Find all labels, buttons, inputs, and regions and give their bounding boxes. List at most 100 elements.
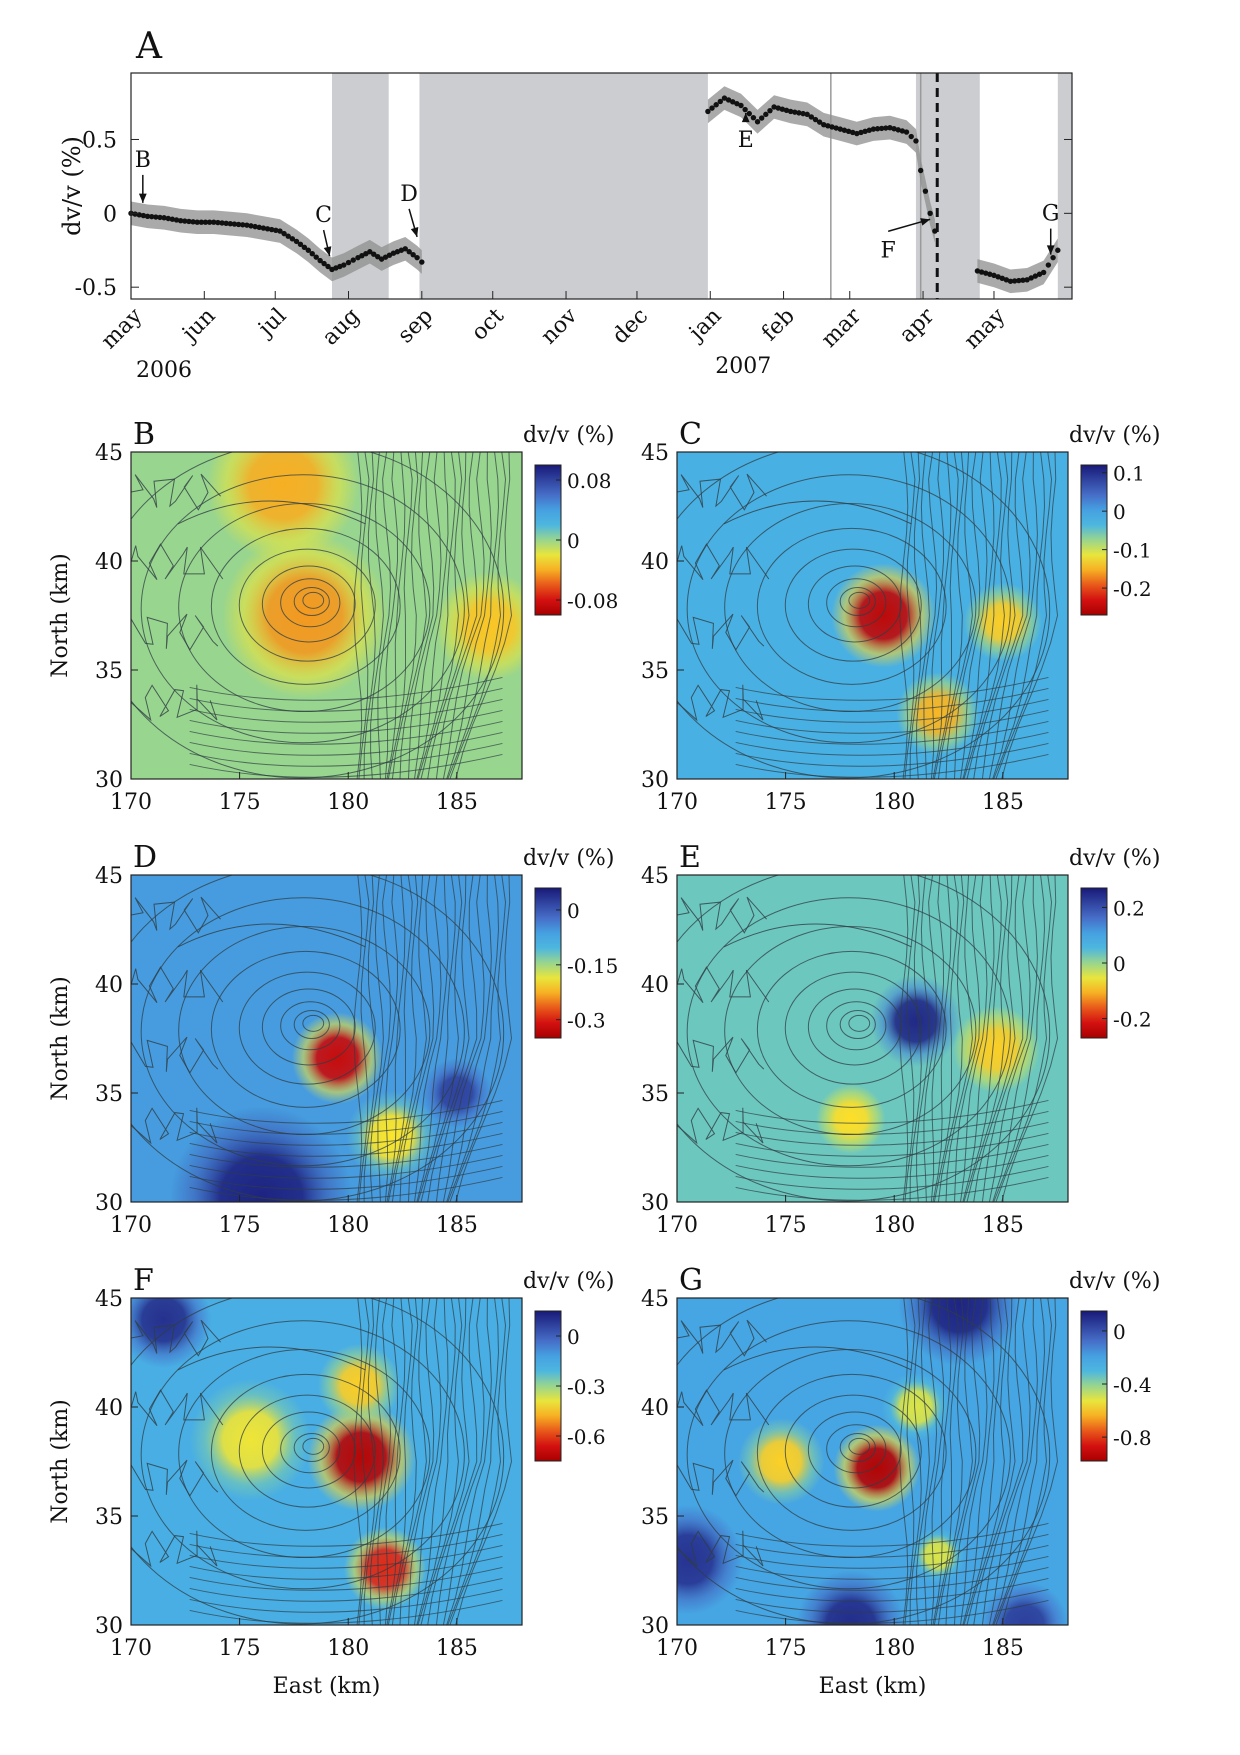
data-point	[153, 214, 159, 220]
topo-contour	[358, 452, 370, 779]
heatmap-field	[677, 875, 1068, 1202]
topo-contour	[945, 452, 973, 779]
topo-contour	[140, 1320, 465, 1590]
data-point	[862, 128, 868, 135]
topo-contour	[848, 1014, 871, 1032]
x-axis-label: East (km)	[273, 1674, 381, 1699]
topo-contour	[358, 1298, 370, 1625]
y-tick-label: 45	[95, 864, 123, 889]
topo-contour	[988, 875, 1031, 1202]
data-point	[850, 129, 856, 136]
data-point	[883, 125, 889, 131]
topo-contour	[399, 452, 427, 779]
data-point	[281, 230, 287, 237]
heatmap-field	[677, 1298, 1068, 1625]
topo-contour	[302, 591, 325, 609]
data-point	[833, 125, 839, 131]
panel-label: C	[679, 417, 702, 452]
data-point	[854, 130, 860, 137]
topo-contour	[131, 684, 218, 722]
data-point	[1045, 262, 1052, 268]
panel-label: G	[679, 1263, 703, 1298]
data-point	[177, 218, 184, 224]
topo-contour	[414, 875, 442, 1202]
topo-contour	[177, 923, 366, 948]
topo-contour	[735, 687, 1049, 712]
topo-contour	[210, 950, 401, 1108]
topo-contour	[189, 1132, 503, 1157]
topo-contour	[455, 875, 513, 1202]
data-point	[215, 219, 221, 226]
topo-contour	[408, 875, 435, 1202]
topo-contour	[446, 1298, 492, 1625]
data-point	[913, 138, 919, 144]
map-frame	[676, 451, 1069, 780]
topo-contour	[238, 1394, 376, 1508]
data-point	[325, 263, 331, 270]
map-panel-b: 170 175 180 185 45 40 35 30 B North (km) dv/v (%) 0…	[48, 417, 618, 815]
topo-contour	[427, 452, 470, 779]
topo-contour	[686, 474, 1011, 744]
colorbar-tick-label: -0.3	[567, 1009, 606, 1033]
data-point	[371, 251, 377, 257]
heatmap-field	[131, 1298, 522, 1625]
data-point	[309, 251, 315, 257]
colorbar-title: dv/v (%)	[523, 1269, 614, 1294]
map-frame	[130, 874, 523, 1203]
topo-contour	[930, 1298, 945, 1625]
topo-contour	[189, 1577, 503, 1602]
data-point	[313, 254, 319, 260]
topo-contour	[963, 452, 1002, 779]
data-point	[779, 106, 786, 112]
topo-contour	[963, 1298, 1002, 1625]
topo-contour	[735, 1165, 1049, 1190]
topo-contour	[391, 452, 419, 779]
x-tick-label: 185	[436, 1636, 478, 1661]
annotation-b: B	[135, 148, 151, 203]
y-tick-label: 30	[95, 768, 123, 793]
topo-contour	[909, 452, 922, 779]
anomaly	[207, 452, 360, 561]
topo-contour	[954, 1298, 981, 1625]
topo-contour	[353, 875, 363, 1202]
shaded-period	[419, 73, 708, 299]
data-point	[983, 270, 989, 276]
topo-contour	[261, 565, 356, 643]
topo-contour	[899, 875, 909, 1202]
data-point	[895, 127, 901, 133]
heatmap-field	[677, 452, 1068, 779]
topo-contour	[677, 473, 767, 511]
topo-contour	[677, 613, 765, 651]
topo-contour	[735, 1154, 1049, 1179]
topo-contour	[735, 1533, 1049, 1558]
topo-contour	[189, 1533, 503, 1558]
colorbar-tick-label: -0.8	[1113, 1426, 1152, 1450]
y-tick-label: 30	[95, 1614, 123, 1639]
x-tick-label: 175	[219, 1213, 261, 1238]
topo-contour	[420, 452, 463, 779]
x-tick-label: 170	[110, 1213, 152, 1238]
data-point	[1028, 275, 1034, 281]
colorbar-title: dv/v (%)	[523, 423, 614, 448]
data-point	[1011, 278, 1018, 284]
data-point	[999, 275, 1005, 282]
topo-contour	[399, 1298, 427, 1625]
annotation-e: E	[738, 112, 754, 153]
topo-contour	[909, 875, 922, 1202]
topo-contour	[993, 452, 1046, 779]
y-tick-label: 30	[641, 1191, 669, 1216]
data-point	[414, 254, 420, 261]
data-point	[771, 104, 777, 110]
topo-contour	[387, 875, 413, 1202]
topo-contour	[960, 452, 988, 779]
colorbar	[534, 887, 562, 1039]
topo-contour	[384, 452, 399, 779]
topo-contour	[189, 1599, 503, 1624]
topo-contour	[735, 742, 1049, 767]
data-point	[792, 109, 798, 115]
topo-contour	[189, 1522, 503, 1547]
data-point	[341, 262, 347, 268]
topo-contour	[899, 452, 909, 779]
heatmap-field	[131, 452, 522, 779]
topo-contour	[420, 1298, 463, 1625]
